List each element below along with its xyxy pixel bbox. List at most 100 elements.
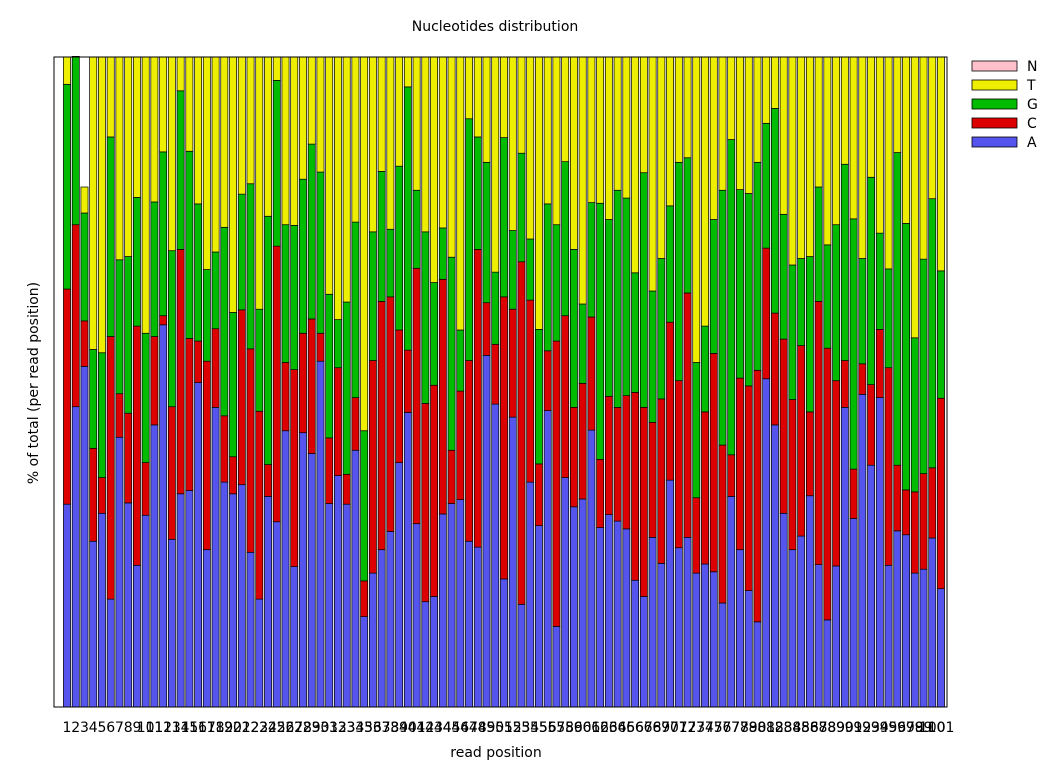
bar-segment-G-pos-59 bbox=[569, 249, 578, 408]
bar-segment-T-pos-38 bbox=[386, 56, 395, 230]
x-tick-label: 9 bbox=[132, 720, 141, 736]
bar-segment-C-pos-101 bbox=[937, 397, 945, 590]
x-tick-label: 85 bbox=[792, 720, 810, 736]
x-tick-label: 79 bbox=[740, 720, 758, 736]
bar-segment-G-pos-46 bbox=[456, 329, 465, 392]
bar-segment-G-pos-38 bbox=[386, 228, 395, 298]
bar-segment-G-pos-70 bbox=[666, 205, 674, 323]
bar-segment-G-pos-5 bbox=[98, 352, 106, 478]
bar-segment-T-pos-33 bbox=[342, 56, 351, 303]
x-tick-label: 94 bbox=[871, 720, 889, 736]
bar-segment-T-pos-45 bbox=[447, 56, 456, 258]
bar-segment-T-pos-9 bbox=[133, 56, 141, 198]
bar-segment-C-pos-32 bbox=[334, 367, 342, 476]
bar-segment-T-pos-47 bbox=[465, 56, 473, 120]
legend-swatch-A bbox=[971, 136, 1018, 148]
bar-segment-G-pos-21 bbox=[237, 193, 246, 311]
bar-segment-A-pos-99 bbox=[919, 568, 928, 708]
x-tick-label: 46 bbox=[451, 720, 469, 736]
bar-segment-T-pos-22 bbox=[246, 56, 255, 185]
bar-segment-T-pos-91 bbox=[849, 56, 858, 220]
bar-segment-A-pos-39 bbox=[395, 462, 404, 708]
bar-segment-C-pos-88 bbox=[823, 347, 832, 621]
bar-segment-G-pos-42 bbox=[421, 231, 430, 404]
x-tick-label: 29 bbox=[303, 720, 321, 736]
bar-segment-T-pos-82 bbox=[771, 56, 779, 109]
bar-segment-A-pos-13 bbox=[167, 538, 176, 708]
bar-segment-T-pos-77 bbox=[727, 56, 736, 140]
bar-segment-C-pos-37 bbox=[377, 301, 386, 551]
bar-segment-A-pos-27 bbox=[290, 566, 299, 708]
x-tick-label: 81 bbox=[757, 720, 775, 736]
bar-segment-A-pos-23 bbox=[255, 598, 264, 708]
bar-segment-T-pos-81 bbox=[762, 56, 771, 124]
bar-segment-C-pos-87 bbox=[814, 301, 823, 565]
bar-segment-T-pos-88 bbox=[823, 56, 832, 246]
bar-segment-G-pos-13 bbox=[167, 250, 176, 408]
bar-segment-A-pos-16 bbox=[194, 382, 203, 708]
bar-segment-T-pos-85 bbox=[797, 56, 806, 259]
x-tick-label: 97 bbox=[897, 720, 915, 736]
x-tick-label: 4 bbox=[89, 720, 98, 736]
x-tick-label: 21 bbox=[233, 720, 251, 736]
bar-segment-A-pos-88 bbox=[823, 619, 832, 708]
bar-segment-C-pos-40 bbox=[403, 349, 412, 413]
bar-segment-C-pos-41 bbox=[412, 267, 421, 525]
bar-segment-G-pos-20 bbox=[229, 312, 237, 458]
x-tick-label: 3 bbox=[80, 720, 89, 736]
legend-swatch-G bbox=[971, 98, 1018, 110]
bar-segment-T-pos-23 bbox=[255, 56, 264, 310]
bar-segment-G-pos-58 bbox=[561, 161, 570, 317]
x-tick-label: 82 bbox=[766, 720, 784, 736]
legend-label-G: G bbox=[1027, 97, 1038, 113]
bar-segment-T-pos-90 bbox=[840, 56, 849, 165]
bar-segment-G-pos-50 bbox=[491, 271, 500, 345]
x-tick-label: 35 bbox=[355, 720, 373, 736]
x-tick-label: 63 bbox=[600, 720, 618, 736]
bar-segment-G-pos-28 bbox=[299, 178, 307, 334]
bar-segment-C-pos-93 bbox=[867, 384, 876, 466]
legend-swatch-N bbox=[971, 60, 1018, 72]
bar-segment-A-pos-37 bbox=[377, 549, 386, 708]
bar-segment-A-pos-56 bbox=[543, 410, 552, 708]
x-tick-label: 59 bbox=[565, 720, 583, 736]
bar-segment-T-pos-7 bbox=[115, 56, 124, 261]
bar-segment-G-pos-93 bbox=[867, 176, 876, 385]
bar-segment-G-pos-32 bbox=[334, 319, 342, 369]
bar-segment-C-pos-4 bbox=[89, 447, 98, 542]
x-tick-label: 8 bbox=[124, 720, 133, 736]
x-tick-label: 66 bbox=[626, 720, 644, 736]
bar-segment-A-pos-24 bbox=[264, 496, 272, 708]
bar-segment-A-pos-72 bbox=[683, 536, 692, 708]
bar-segment-A-pos-74 bbox=[701, 563, 709, 708]
bar-segment-C-pos-66 bbox=[631, 392, 640, 581]
bar-segment-G-pos-44 bbox=[438, 227, 447, 280]
bar-segment-T-pos-24 bbox=[264, 56, 272, 217]
bar-segment-C-pos-36 bbox=[368, 360, 377, 574]
bar-segment-A-pos-43 bbox=[430, 596, 439, 708]
bar-segment-T-pos-3 bbox=[80, 186, 89, 214]
bar-segment-C-pos-67 bbox=[639, 407, 648, 597]
x-tick-label: 36 bbox=[364, 720, 382, 736]
x-tick-label: 70 bbox=[661, 720, 679, 736]
bar-segment-A-pos-15 bbox=[185, 490, 194, 708]
bar-segment-T-pos-54 bbox=[526, 56, 535, 240]
bar-segment-A-pos-101 bbox=[937, 588, 945, 708]
bar-segment-A-pos-41 bbox=[412, 523, 421, 708]
bar-segment-T-pos-74 bbox=[701, 56, 709, 327]
x-tick-label: 75 bbox=[705, 720, 723, 736]
bar-segment-T-pos-34 bbox=[351, 56, 360, 223]
x-tick-label: 1 bbox=[63, 720, 72, 736]
bar-segment-T-pos-84 bbox=[788, 56, 797, 266]
bar-segment-G-pos-78 bbox=[736, 189, 744, 379]
bar-segment-G-pos-68 bbox=[648, 290, 657, 423]
bar-segment-G-pos-72 bbox=[683, 157, 692, 294]
bar-segment-C-pos-12 bbox=[159, 315, 168, 326]
bar-segment-C-pos-39 bbox=[395, 329, 404, 463]
x-tick-label: 96 bbox=[888, 720, 906, 736]
bar-segment-C-pos-62 bbox=[596, 459, 605, 528]
x-tick-label: 26 bbox=[277, 720, 295, 736]
bar-segment-A-pos-81 bbox=[762, 378, 771, 708]
bar-segment-G-pos-35 bbox=[360, 430, 369, 582]
x-tick-label: 51 bbox=[495, 720, 513, 736]
